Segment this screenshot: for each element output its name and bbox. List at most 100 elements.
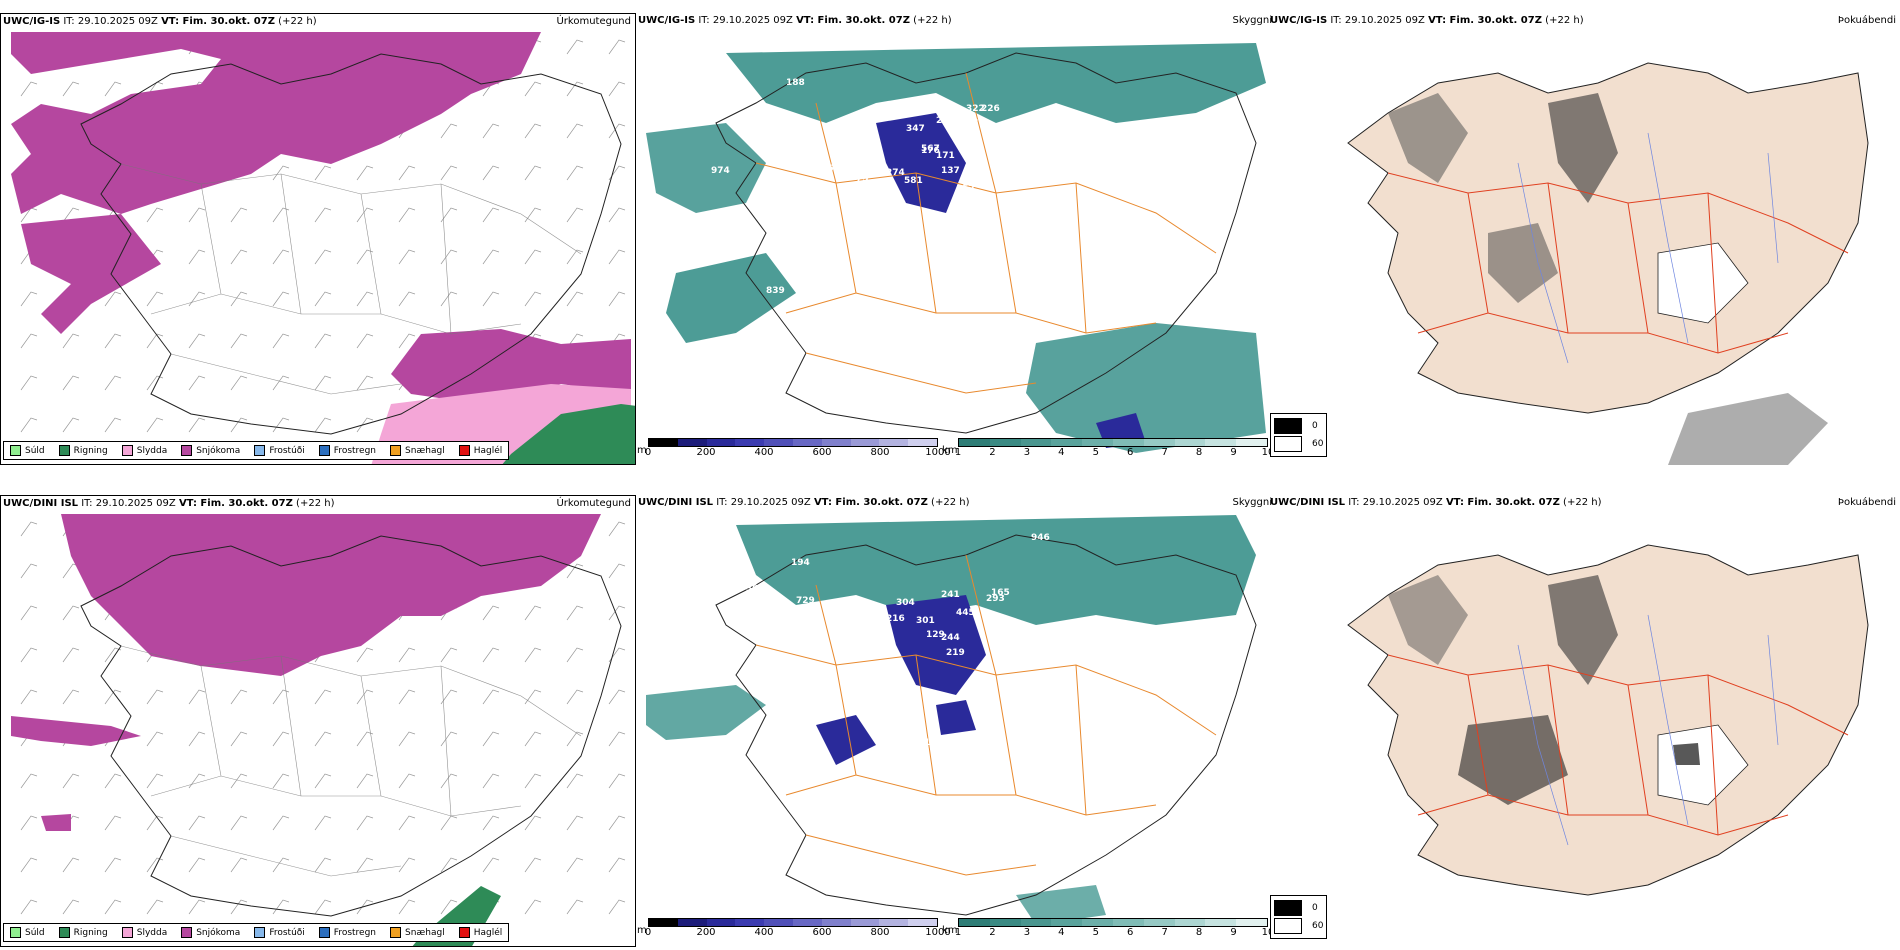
wind-barb-icon xyxy=(230,207,248,223)
wind-barb-icon xyxy=(566,689,584,705)
wind-barb-icon xyxy=(146,731,164,747)
wind-barb-icon xyxy=(566,165,584,181)
wind-barb-icon xyxy=(608,815,626,831)
low-visibility-area xyxy=(666,253,796,343)
wind-barb-icon xyxy=(482,249,500,265)
wind-barb-icon xyxy=(188,899,206,915)
wind-barb-icon xyxy=(524,899,542,915)
wind-barb-icon xyxy=(566,815,584,831)
fog-indicator-area xyxy=(1488,223,1558,303)
wind-barb-icon xyxy=(188,375,206,391)
wind-barb-icon xyxy=(230,333,248,349)
wind-barb-icon xyxy=(314,165,332,181)
wind-barb-icon xyxy=(482,207,500,223)
wind-barb-icon xyxy=(314,857,332,873)
colorbar-tick-label: 8 xyxy=(1195,447,1203,458)
wind-barb-icon xyxy=(314,417,332,433)
wind-barb-icon xyxy=(62,773,80,789)
colorbar-tick-label: 2 xyxy=(989,927,996,938)
wind-barb-icon xyxy=(230,291,248,307)
wind-barb-icon xyxy=(524,815,542,831)
fog-map xyxy=(1347,544,1869,896)
panel-parameter-name: Úrkomutegund xyxy=(556,16,631,27)
wind-barb-icon xyxy=(608,563,626,579)
wind-barb-icon xyxy=(482,815,500,831)
colorbar-tick-label: 3 xyxy=(1023,927,1031,938)
wind-barb-icon xyxy=(146,773,164,789)
wind-barb-icon xyxy=(62,417,80,433)
panel-title: UWC/IG-IS IT: 29.10.2025 09Z VT: Fim. 30… xyxy=(638,15,952,26)
wind-barb-icon xyxy=(62,207,80,223)
wind-barb-icon xyxy=(188,815,206,831)
fog-indicator-area xyxy=(1548,93,1618,203)
wind-barb-icon xyxy=(356,207,374,223)
wind-barb-icon xyxy=(104,689,122,705)
wind-barb-icon xyxy=(230,417,248,433)
wind-barb-icon xyxy=(566,563,584,579)
wind-barb-icon xyxy=(608,207,626,223)
wind-barb-icon xyxy=(146,207,164,223)
low-visibility-area xyxy=(726,43,1266,123)
wind-barb-icon xyxy=(146,899,164,915)
wind-barb-icon xyxy=(104,291,122,307)
wind-barb-icon xyxy=(566,81,584,97)
wind-barb-icon xyxy=(20,815,38,831)
cloud-panel-row1: 188 218 974 567 968 75 287 274 581 567 347 252 322 23… xyxy=(636,13,1272,465)
colorbar-tick-label: 600 xyxy=(812,927,832,938)
wind-barb-icon xyxy=(272,375,290,391)
ceiling-value-label: 567 xyxy=(921,144,940,154)
wind-barb-icon xyxy=(20,857,38,873)
wind-barb-icon xyxy=(398,207,416,223)
legend-item: Frostúði xyxy=(254,927,305,938)
land-area xyxy=(1347,62,1869,414)
ceiling-value-label: 204 xyxy=(956,134,975,144)
ceiling-value-label: 165 xyxy=(991,588,1010,598)
wind-barb-icon xyxy=(104,81,122,97)
wind-barb-icon xyxy=(20,899,38,915)
fog-indicator-area xyxy=(1388,575,1468,665)
wind-barb-icon xyxy=(356,249,374,265)
wind-barb-icon xyxy=(566,773,584,789)
ceiling-value-label: 974 xyxy=(711,166,730,176)
wind-barb-icon xyxy=(482,857,500,873)
precip-type-legend: Súld Rigning Slydda Snjókoma Frostúði Fr… xyxy=(3,441,510,460)
wind-barb-icon xyxy=(566,249,584,265)
wind-barb-icon xyxy=(272,899,290,915)
ceiling-value-label: 729 xyxy=(796,596,815,606)
wind-barb-icon xyxy=(440,815,458,831)
wind-barb-icon xyxy=(314,249,332,265)
colorbar-tick-label: 7 xyxy=(1161,447,1168,458)
ceiling-value-label: 445 xyxy=(956,608,975,618)
wind-barb-icon xyxy=(20,689,38,705)
wind-barb-icon xyxy=(62,857,80,873)
panel-title: UWC/DINI ISL IT: 29.10.2025 09Z VT: Fim.… xyxy=(638,497,970,508)
wind-barb-icon xyxy=(482,773,500,789)
legend-item: Snjókoma xyxy=(181,445,240,456)
road-network xyxy=(1387,654,1849,836)
ceiling-colorbar: 0 200 400 600 800 1000 m xyxy=(637,918,951,939)
wind-barb-icon xyxy=(188,857,206,873)
panel-parameter-name: Skyggni xyxy=(1232,15,1272,26)
low-visibility-area xyxy=(736,515,1256,625)
legend-item: Súld xyxy=(10,927,45,938)
wind-barb-icon xyxy=(230,815,248,831)
wind-barb-icon xyxy=(566,647,584,663)
wind-barb-icon xyxy=(356,731,374,747)
colorbar-tick-label: 6 xyxy=(1127,447,1134,458)
ceiling-value-label: 274 xyxy=(886,168,905,178)
colorbar-tick-label: 3 xyxy=(1023,447,1031,458)
wind-barb-icon xyxy=(524,773,542,789)
wind-barb-icon xyxy=(482,291,500,307)
wind-barb-icon xyxy=(440,857,458,873)
colorbar-tick-label: 600 xyxy=(812,447,832,458)
wind-barb-icon xyxy=(566,857,584,873)
low-ceiling-area xyxy=(886,595,986,695)
panel-title: UWC/DINI ISL IT: 29.10.2025 09Z VT: Fim.… xyxy=(3,498,335,509)
wind-barb-icon xyxy=(398,899,416,915)
ceiling-value-label: 304 xyxy=(896,598,915,608)
ceiling-value-label: 293 xyxy=(986,594,1005,604)
wind-barb-icon xyxy=(566,207,584,223)
wind-barb-icon xyxy=(524,123,542,139)
